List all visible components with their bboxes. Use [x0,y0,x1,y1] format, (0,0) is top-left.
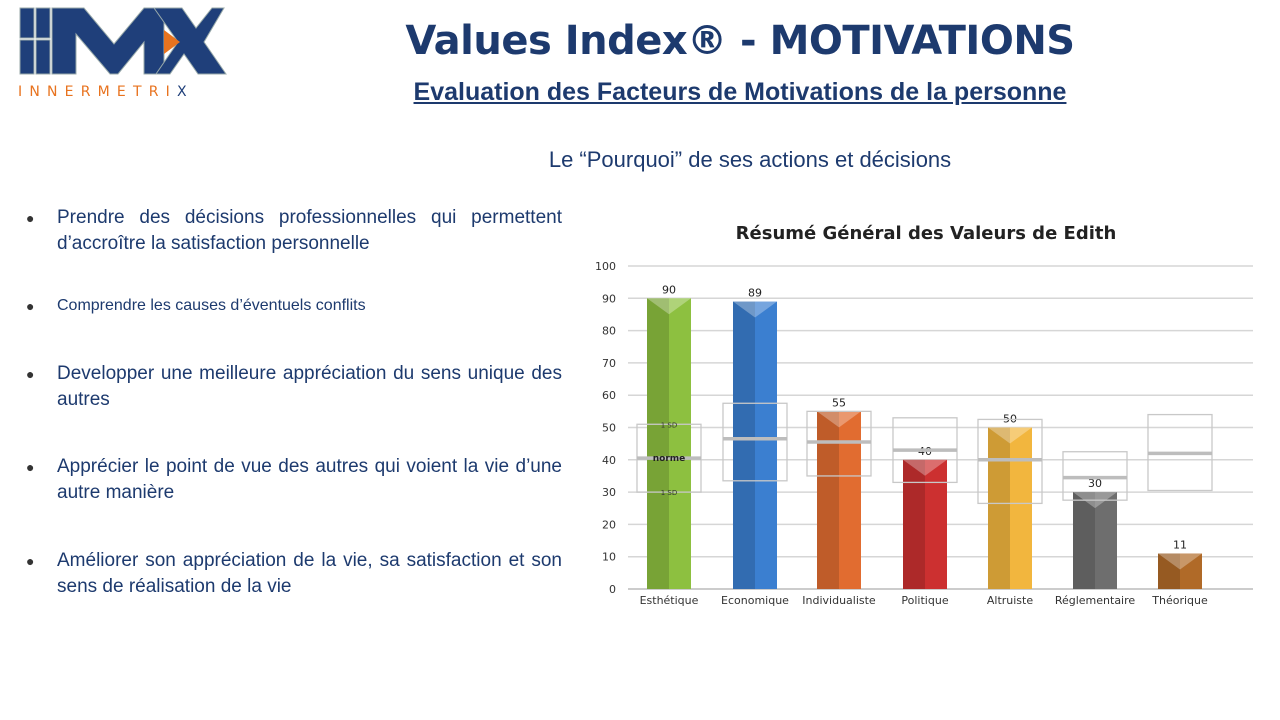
y-tick-label: 70 [602,357,616,370]
x-tick-label: Réglementaire [1055,594,1136,607]
list-item: ● Developper une meilleure appréciation d… [26,361,562,454]
y-tick-label: 10 [602,551,616,564]
bar-cap [903,459,947,476]
bar [839,411,861,589]
innermetrix-logo: INNERMETRIX [18,7,227,100]
sd-high-label: 1 SD [661,421,678,429]
bar [1180,553,1202,589]
bullet-list: ● Prendre des décisions professionnelles … [26,205,562,600]
data-label: 90 [662,283,676,296]
bullet-text: Prendre des décisions professionnelles q… [57,207,562,254]
y-tick-label: 30 [602,486,616,499]
bar-left-face [647,298,669,589]
list-item: ● Améliorer son appréciation de la vie, s… [26,548,562,600]
y-tick-label: 80 [602,325,616,338]
bar [925,459,947,589]
bullet-icon: ● [26,459,35,475]
svg-text:INNERMETRIX: INNERMETRIX [18,84,194,100]
bar-left-face [1158,553,1180,589]
bar-left-face [988,427,1010,589]
bar [1095,492,1117,589]
bar [1010,427,1032,589]
data-label: 11 [1173,538,1187,551]
bar-cap [817,411,861,428]
bullet-icon: ● [26,210,35,226]
y-tick-label: 0 [609,583,616,596]
y-tick-label: 90 [602,292,616,305]
norm-range-box [722,402,788,482]
bullet-icon: ● [26,298,35,314]
bullet-text: Améliorer son appréciation de la vie, sa… [57,550,562,597]
y-tick-label: 20 [602,518,616,531]
bar-left-face [733,301,755,589]
values-bar-chart: Résumé Général des Valeurs de Edith 0 10 2… [595,223,1253,607]
bar-cap [1158,553,1202,570]
list-item: ● Apprécier le point de vue des autres qu… [26,454,562,548]
list-item: ● Prendre des décisions professionnelles … [26,205,562,293]
x-tick-label: Esthétique [640,594,699,607]
page-title: Values Index® - MOTIVATIONS [405,18,1075,64]
bar-cap [988,427,1032,444]
y-tick-label: 40 [602,454,616,467]
bar-left-face [1073,492,1095,589]
bullet-icon: ● [26,366,35,382]
list-item: ● Comprendre les causes d’éventuels confl… [26,293,562,361]
x-tick-label: Economique [721,594,789,607]
data-label: 30 [1088,477,1102,490]
x-tick-label: Individualiste [802,594,876,607]
bullet-text: Comprendre les causes d’éventuels confli… [57,297,366,314]
data-label: 55 [832,396,846,409]
page-subtitle: Evaluation des Facteurs de Motivations d… [413,78,1067,106]
y-tick-label: 100 [595,260,616,273]
sd-low-label: 1 SD [661,489,678,497]
bar-cap [733,301,777,318]
bullet-icon: ● [26,553,35,569]
x-tick-label: Altruiste [987,594,1033,607]
bar-left-face [817,411,839,589]
bar [669,298,691,589]
x-tick-label: Théorique [1151,594,1208,607]
chart-title: Résumé Général des Valeurs de Edith [736,223,1117,244]
bar-cap [647,298,691,315]
bullet-text: Apprécier le point de vue des autres qui… [57,456,562,503]
bullet-text: Developper une meilleure appréciation du… [57,363,562,410]
y-tick-label: 50 [602,422,616,435]
bar-left-face [903,459,925,589]
x-tick-label: Politique [901,594,948,607]
norm-label: norme [653,454,686,464]
tagline: Le “Pourquoi” de ses actions et décision… [548,147,952,172]
y-tick-label: 60 [602,389,616,402]
data-label: 89 [748,287,762,300]
bar [755,301,777,589]
